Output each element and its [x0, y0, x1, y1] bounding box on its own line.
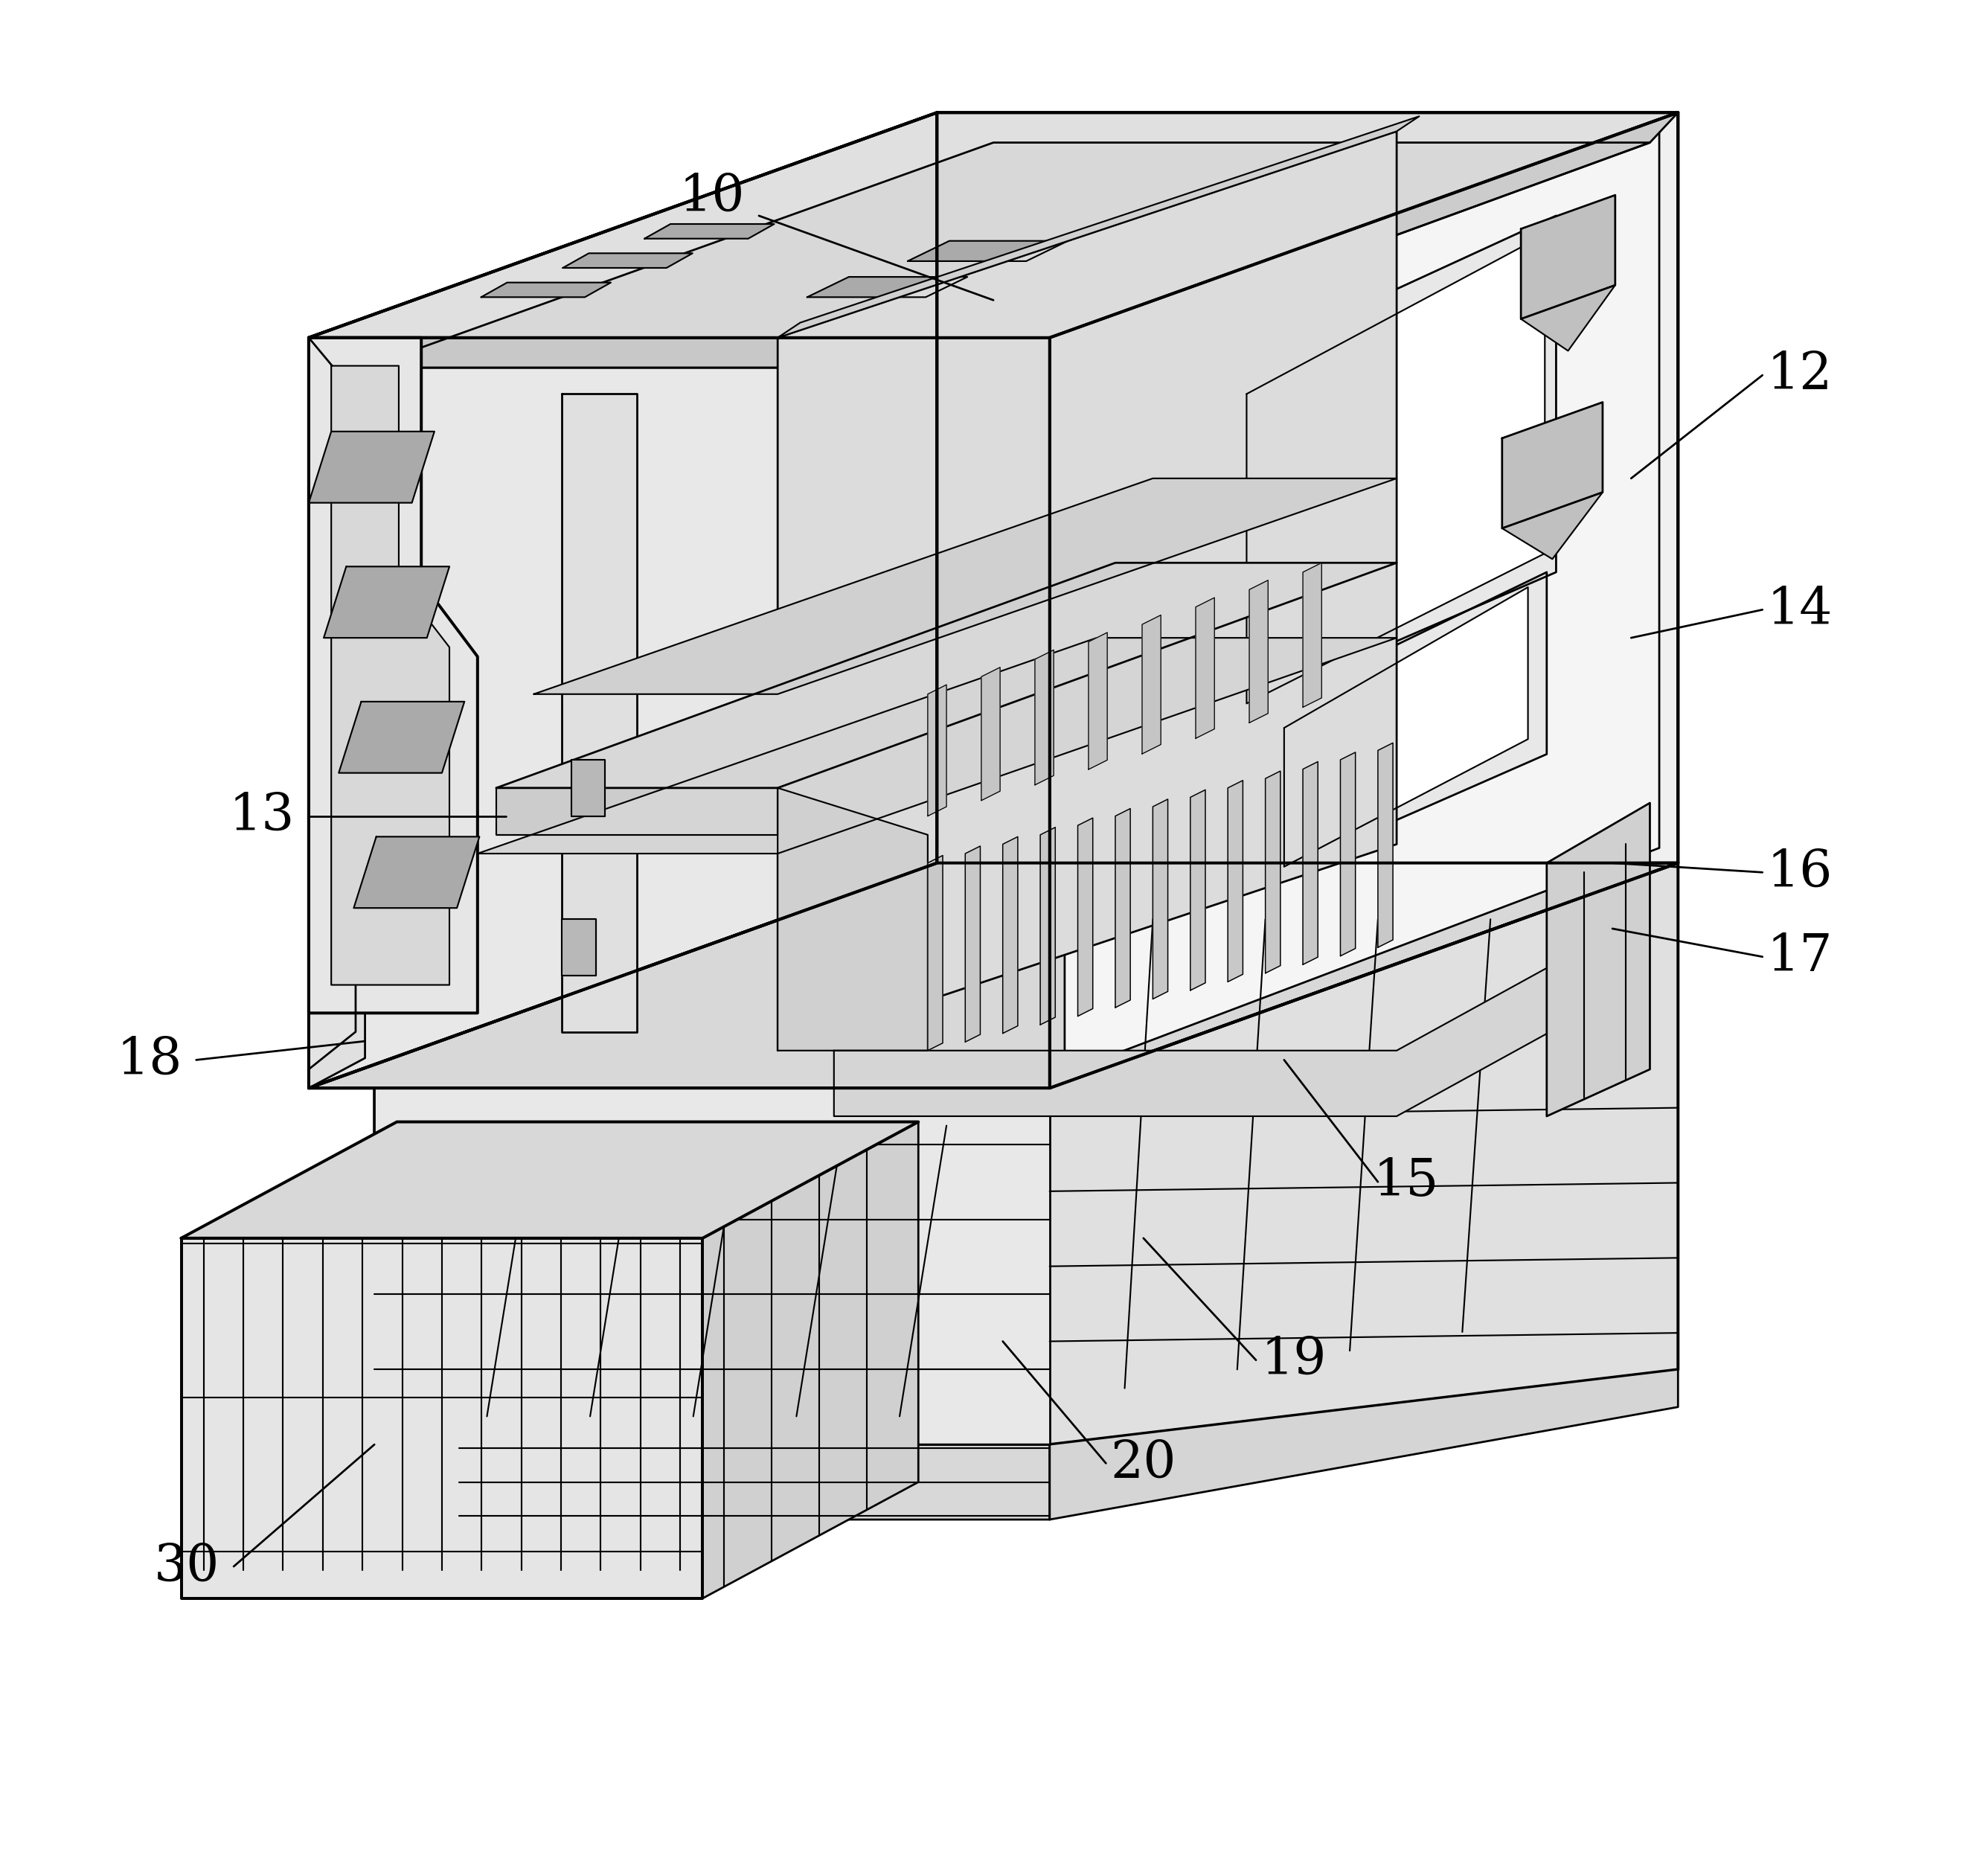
Text: 14: 14: [1767, 585, 1832, 634]
Polygon shape: [777, 131, 1397, 1051]
Polygon shape: [533, 478, 1397, 694]
Polygon shape: [364, 143, 1649, 368]
Polygon shape: [374, 863, 1679, 1445]
Polygon shape: [571, 760, 604, 816]
Polygon shape: [496, 788, 777, 835]
Polygon shape: [374, 1445, 1049, 1520]
Polygon shape: [1191, 790, 1204, 991]
Polygon shape: [1303, 563, 1322, 707]
Polygon shape: [927, 685, 947, 816]
Polygon shape: [496, 563, 1397, 788]
Text: 16: 16: [1767, 848, 1832, 897]
Polygon shape: [309, 338, 478, 1013]
Text: 17: 17: [1767, 932, 1832, 981]
Text: 19: 19: [1261, 1336, 1326, 1384]
Polygon shape: [1521, 195, 1616, 319]
Polygon shape: [1116, 809, 1130, 1007]
Polygon shape: [807, 278, 968, 296]
Polygon shape: [338, 702, 464, 773]
Polygon shape: [563, 253, 693, 268]
Polygon shape: [1049, 1369, 1679, 1520]
Polygon shape: [354, 837, 480, 908]
Polygon shape: [480, 283, 610, 296]
Text: 15: 15: [1374, 1157, 1439, 1206]
Polygon shape: [478, 638, 1397, 854]
Polygon shape: [907, 240, 1069, 261]
Polygon shape: [1246, 234, 1545, 704]
Polygon shape: [325, 567, 449, 638]
Polygon shape: [927, 855, 943, 1051]
Polygon shape: [309, 338, 364, 1088]
Text: 30: 30: [154, 1542, 220, 1591]
Polygon shape: [1033, 113, 1679, 368]
Polygon shape: [1208, 216, 1557, 722]
Text: 12: 12: [1767, 351, 1832, 400]
Polygon shape: [1250, 580, 1267, 722]
Polygon shape: [1228, 780, 1244, 981]
Polygon shape: [309, 113, 937, 1088]
Polygon shape: [1521, 285, 1616, 351]
Polygon shape: [1197, 598, 1214, 739]
Polygon shape: [1065, 128, 1659, 1073]
Polygon shape: [1153, 799, 1167, 998]
Polygon shape: [1265, 771, 1281, 974]
Polygon shape: [1303, 762, 1319, 964]
Text: 20: 20: [1110, 1439, 1177, 1488]
Text: 18: 18: [116, 1036, 183, 1084]
Text: 13: 13: [228, 792, 295, 840]
Polygon shape: [309, 338, 1049, 1088]
Polygon shape: [374, 1088, 1049, 1445]
Polygon shape: [703, 1122, 919, 1598]
Polygon shape: [1502, 492, 1602, 559]
Text: 10: 10: [679, 173, 746, 221]
Polygon shape: [644, 223, 773, 238]
Polygon shape: [181, 1122, 919, 1238]
Polygon shape: [309, 113, 1679, 338]
Polygon shape: [1049, 113, 1679, 1088]
Polygon shape: [309, 338, 1049, 368]
Polygon shape: [777, 116, 1419, 338]
Polygon shape: [1004, 837, 1017, 1034]
Polygon shape: [331, 366, 449, 985]
Polygon shape: [1035, 649, 1053, 784]
Polygon shape: [964, 846, 980, 1041]
Polygon shape: [1340, 752, 1356, 957]
Polygon shape: [834, 947, 1584, 1116]
Polygon shape: [1256, 572, 1547, 882]
Polygon shape: [309, 431, 435, 503]
Polygon shape: [1078, 818, 1092, 1017]
Polygon shape: [1378, 743, 1393, 947]
Polygon shape: [309, 863, 1679, 1088]
Polygon shape: [777, 788, 927, 1051]
Polygon shape: [309, 338, 356, 1069]
Polygon shape: [181, 1238, 703, 1598]
Polygon shape: [563, 394, 638, 1032]
Polygon shape: [563, 919, 596, 976]
Polygon shape: [1547, 803, 1649, 1116]
Polygon shape: [1041, 827, 1055, 1024]
Polygon shape: [1088, 632, 1108, 769]
Polygon shape: [1141, 615, 1161, 754]
Polygon shape: [1502, 401, 1602, 529]
Polygon shape: [1283, 587, 1527, 867]
Polygon shape: [982, 668, 1000, 801]
